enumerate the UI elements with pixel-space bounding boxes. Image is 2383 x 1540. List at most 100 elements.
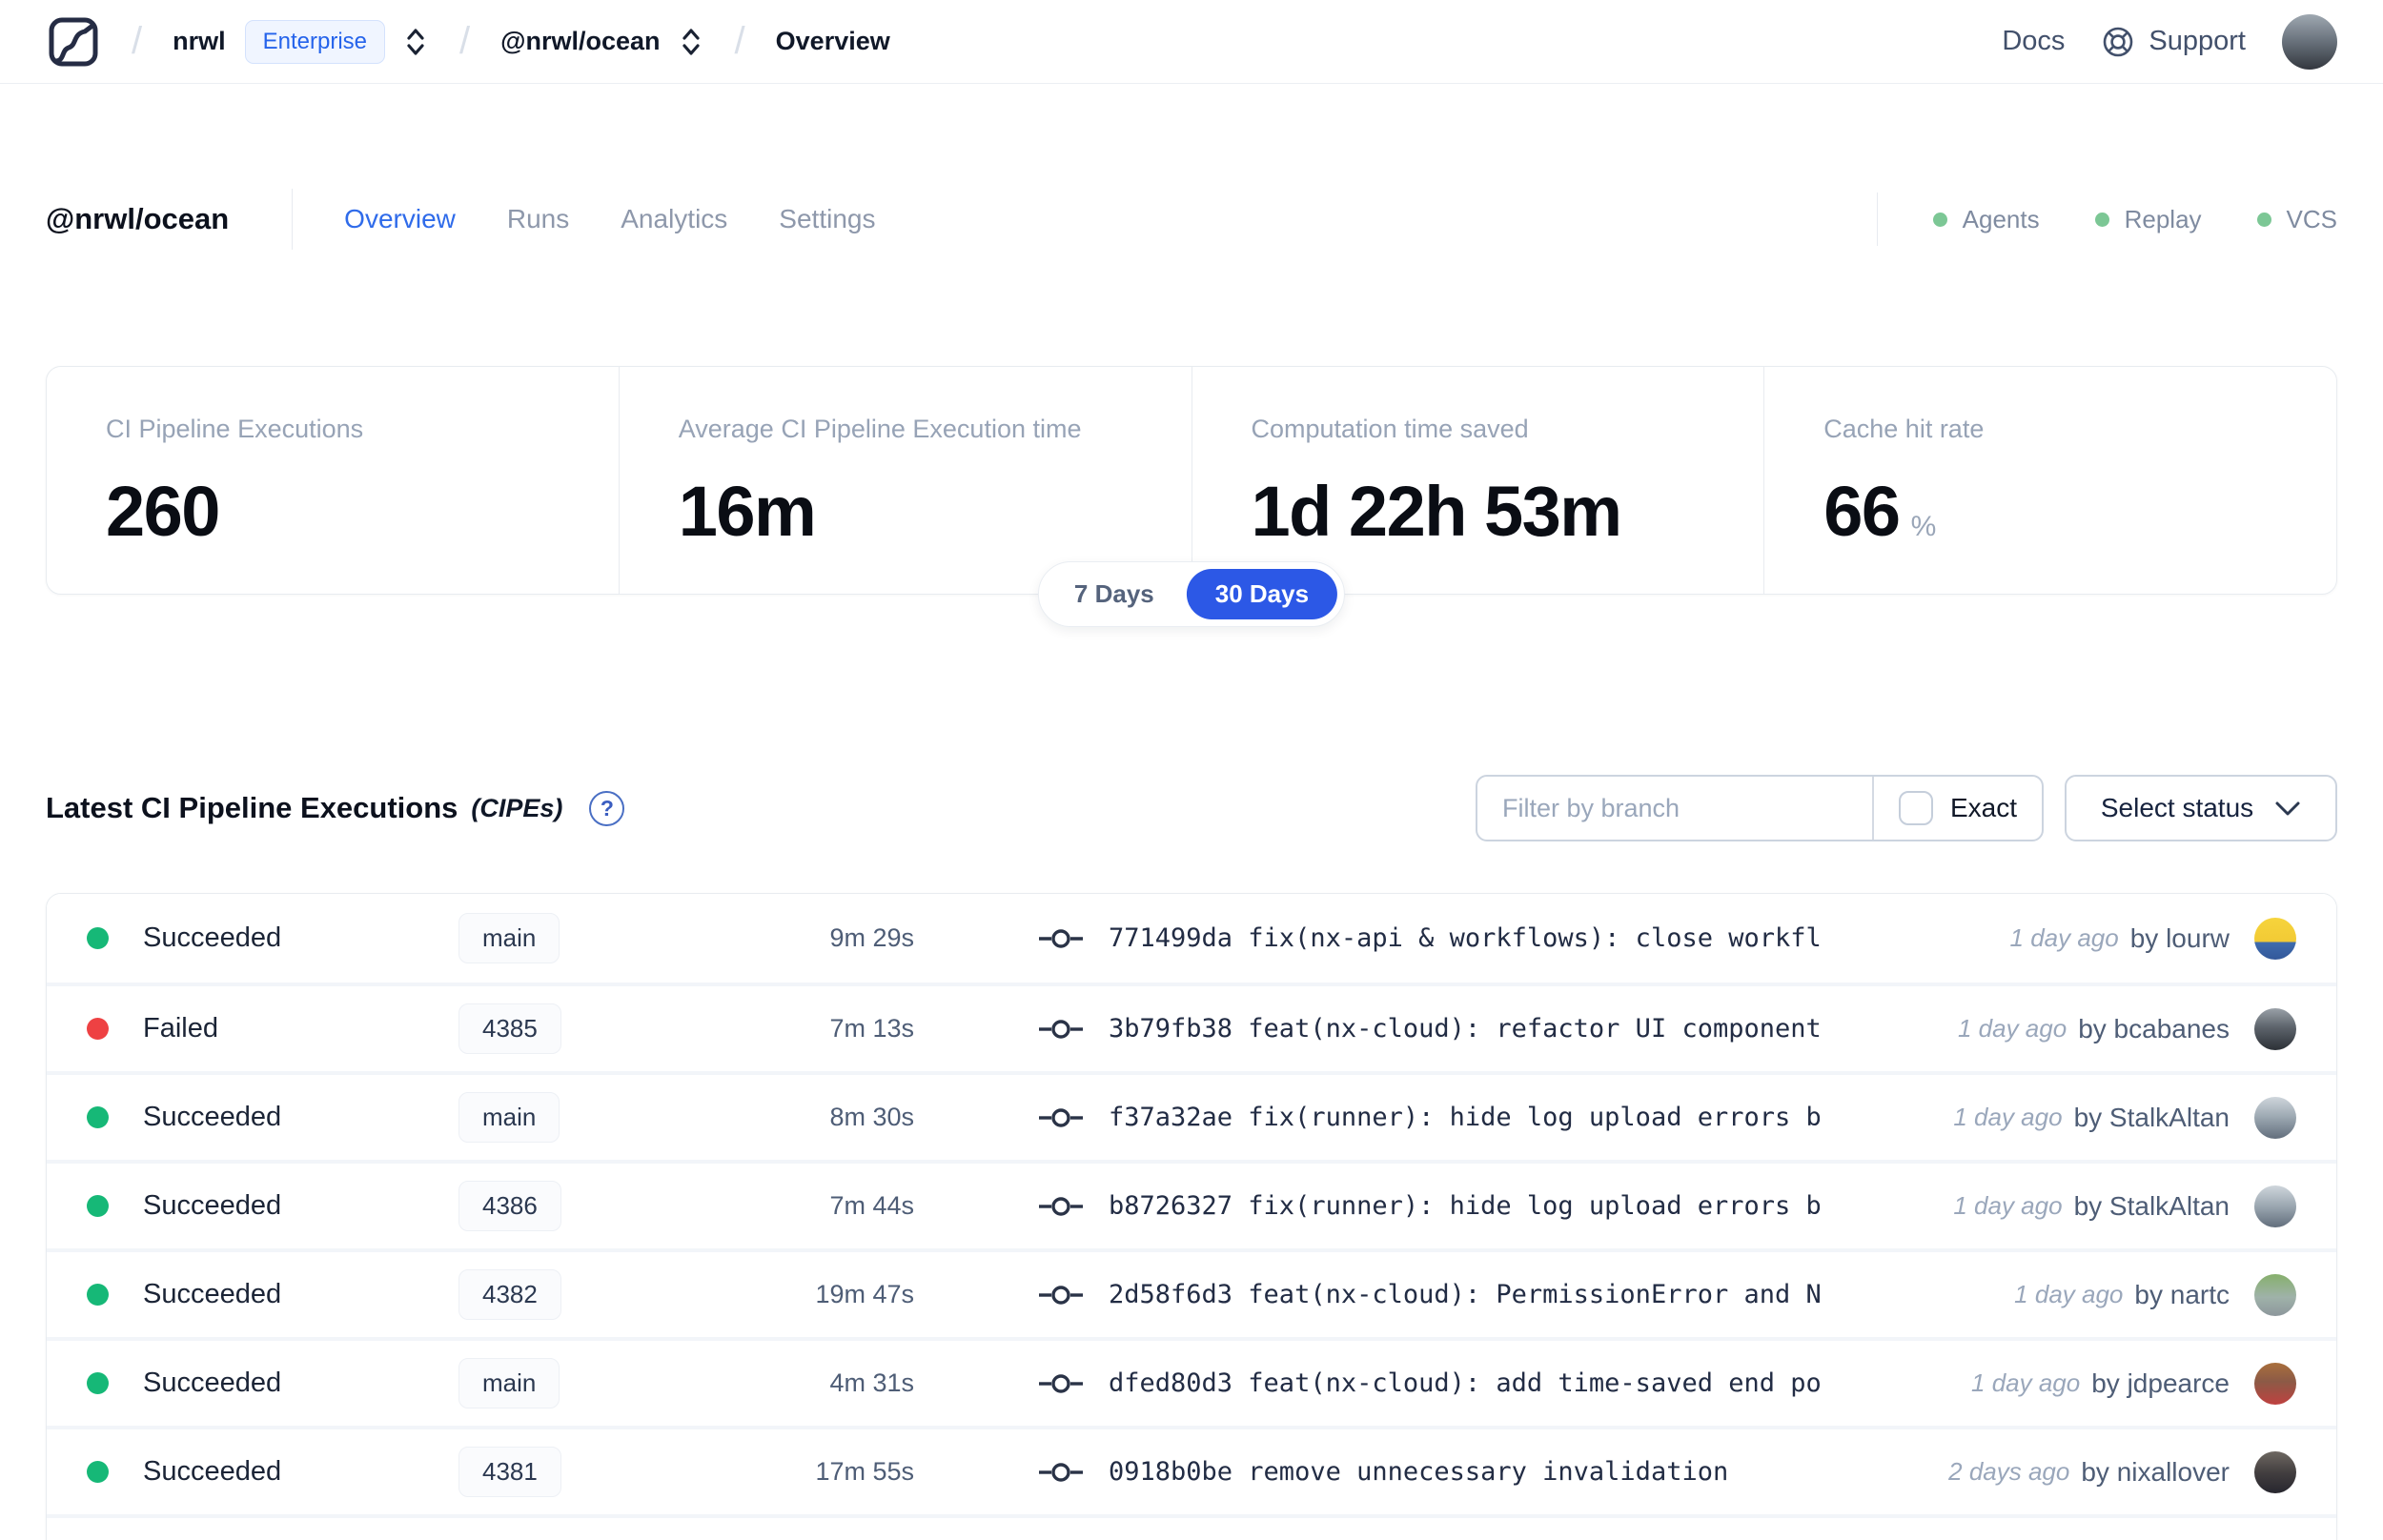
branch-badge[interactable]: 4386 xyxy=(458,1181,561,1231)
unfold-chevrons-icon xyxy=(682,28,700,55)
commit-message[interactable]: 0918b0be remove unnecessary invalidation xyxy=(1109,1457,1729,1487)
author: by StalkAltan xyxy=(2073,1102,2230,1132)
stat-ci-pipeline-executions: CI Pipeline Executions 260 xyxy=(47,367,619,594)
status-success-dot-icon xyxy=(87,1195,109,1217)
select-status-label: Select status xyxy=(2100,793,2254,822)
feature-vcs-label: VCS xyxy=(2286,204,2337,233)
status-success-dot-icon xyxy=(87,1461,109,1483)
feature-vcs[interactable]: VCS xyxy=(2256,204,2337,234)
branch-badge[interactable]: 4381 xyxy=(458,1447,561,1497)
stat-label: Average CI Pipeline Execution time xyxy=(678,415,1082,443)
branch-badge[interactable]: main xyxy=(458,913,560,963)
unfold-chevrons-icon xyxy=(407,28,424,55)
commit-message[interactable]: 771499da fix(nx-api & workflows): close … xyxy=(1109,923,1820,953)
feature-replay[interactable]: Replay xyxy=(2094,205,2202,234)
tab-settings[interactable]: Settings xyxy=(779,204,876,233)
support-label: Support xyxy=(2149,26,2246,56)
table-row[interactable]: Succeeded main 8m 30s f37a32ae fix(runne… xyxy=(47,1071,2336,1160)
author: by jdpearce xyxy=(2091,1368,2230,1398)
tab-runs[interactable]: Runs xyxy=(506,204,570,233)
workspace-switcher-button[interactable] xyxy=(678,25,704,59)
git-commit-icon xyxy=(1038,1105,1084,1130)
table-row[interactable]: Succeeded 4386 7m 44s b8726327 fix(runne… xyxy=(47,1160,2336,1248)
commit-message[interactable]: 3b79fb38 feat(nx-cloud): refactor UI com… xyxy=(1109,1014,1820,1044)
status-dot-icon xyxy=(1932,212,1947,227)
enterprise-badge: Enterprise xyxy=(244,19,386,64)
git-commit-icon xyxy=(1038,1283,1084,1307)
status-success-dot-icon xyxy=(87,927,109,949)
breadcrumb-workspace[interactable]: @nrwl/ocean xyxy=(500,27,661,55)
time-ago: 1 day ago xyxy=(2014,1280,2124,1308)
top-bar-right: Docs Support xyxy=(2002,13,2337,70)
table-row[interactable]: Succeeded 4382 19m 47s 2d58f6d3 feat(nx-… xyxy=(47,1248,2336,1337)
branch-badge[interactable]: main xyxy=(458,1358,560,1408)
table-row[interactable]: Succeeded 4381 17m 55s 0918b0be remove u… xyxy=(47,1426,2336,1514)
table-row[interactable]: Failed 4385 7m 13s 3b79fb38 feat(nx-clou… xyxy=(47,983,2336,1071)
author-avatar xyxy=(2254,917,2296,960)
exact-label: Exact xyxy=(1949,793,2017,822)
branch-badge[interactable]: 4385 xyxy=(458,1003,561,1054)
tab-analytics[interactable]: Analytics xyxy=(621,204,728,233)
duration: 17m 55s xyxy=(815,1457,914,1486)
time-ago: 1 day ago xyxy=(2009,923,2119,952)
select-status-dropdown[interactable]: Select status xyxy=(2065,775,2337,841)
author: by nixallover xyxy=(2081,1456,2230,1487)
breadcrumb-slash-icon: / xyxy=(459,20,471,62)
docs-link[interactable]: Docs xyxy=(2002,26,2066,56)
org-switcher-button[interactable] xyxy=(402,25,429,59)
branch-badge[interactable]: main xyxy=(458,1092,560,1143)
feature-agents[interactable]: Agents xyxy=(1932,205,2040,234)
time-ago: 1 day ago xyxy=(1953,1191,2063,1220)
tab-overview[interactable]: Overview xyxy=(344,204,456,233)
author-avatar xyxy=(2254,1185,2296,1227)
chevron-down-icon xyxy=(2275,801,2300,815)
duration: 19m 47s xyxy=(815,1280,914,1308)
table-row[interactable]: Succeeded main 4m 31s dfed80d3 feat(nx-c… xyxy=(47,1337,2336,1426)
stat-average-execution-time: Average CI Pipeline Execution time 16m xyxy=(618,367,1192,594)
feature-status-group: Agents Replay VCS xyxy=(1876,192,2337,246)
breadcrumb-slash-icon: / xyxy=(132,20,143,62)
help-icon[interactable]: ? xyxy=(589,790,625,826)
stat-label: Computation time saved xyxy=(1251,415,1529,443)
status-label: Succeeded xyxy=(143,1279,282,1309)
status-success-dot-icon xyxy=(87,1372,109,1394)
breadcrumb-org[interactable]: nrwl xyxy=(173,27,226,55)
duration: 9m 29s xyxy=(829,923,914,952)
status-label: Succeeded xyxy=(143,922,282,953)
exact-checkbox[interactable] xyxy=(1898,791,1933,825)
stat-label: Cache hit rate xyxy=(1823,415,1985,443)
status-label: Succeeded xyxy=(143,1190,282,1221)
divider xyxy=(1871,777,1874,840)
top-bar: / nrwl Enterprise / @nrwl/ocean / Overvi… xyxy=(0,0,2383,84)
cipe-table: Succeeded main 9m 29s 771499da fix(nx-ap… xyxy=(46,893,2337,1540)
table-row[interactable]: Succeeded main 9m 29s 771499da fix(nx-ap… xyxy=(47,894,2336,983)
commit-message[interactable]: dfed80d3 feat(nx-cloud): add time-saved … xyxy=(1109,1368,1820,1398)
branch-badge[interactable]: 4382 xyxy=(458,1269,561,1320)
page-title: @nrwl/ocean xyxy=(46,202,230,235)
commit-message[interactable]: b8726327 fix(runner): hide log upload er… xyxy=(1109,1191,1820,1221)
time-ago: 1 day ago xyxy=(1953,1103,2063,1131)
exact-match-option[interactable]: Exact xyxy=(1874,777,2042,840)
author-avatar xyxy=(2254,1450,2296,1493)
status-failed-dot-icon xyxy=(87,1018,109,1040)
cipe-section-header: Latest CI Pipeline Executions (CIPEs) ? … xyxy=(0,774,2383,842)
git-commit-icon xyxy=(1038,1460,1084,1485)
nx-cloud-logo-icon[interactable] xyxy=(46,14,101,70)
user-avatar[interactable] xyxy=(2282,13,2337,70)
support-link[interactable]: Support xyxy=(2101,25,2246,59)
branch-filter-input[interactable] xyxy=(1477,777,1872,840)
range-7-days-button[interactable]: 7 Days xyxy=(1073,579,1154,608)
stat-value: 260 xyxy=(106,472,220,551)
stat-value: 1d 22h 53m xyxy=(1251,472,1623,551)
author-avatar xyxy=(2254,1007,2296,1050)
duration: 7m 44s xyxy=(829,1191,914,1220)
commit-message[interactable]: f37a32ae fix(runner): hide log upload er… xyxy=(1109,1103,1820,1132)
git-commit-icon xyxy=(1038,1371,1084,1396)
stat-label: CI Pipeline Executions xyxy=(106,415,364,443)
time-ago: 1 day ago xyxy=(1957,1014,2067,1043)
table-row-partial xyxy=(47,1514,2336,1540)
range-30-days-button[interactable]: 30 Days xyxy=(1186,569,1338,619)
author: by nartc xyxy=(2134,1279,2230,1309)
commit-message[interactable]: 2d58f6d3 feat(nx-cloud): PermissionError… xyxy=(1109,1280,1820,1309)
